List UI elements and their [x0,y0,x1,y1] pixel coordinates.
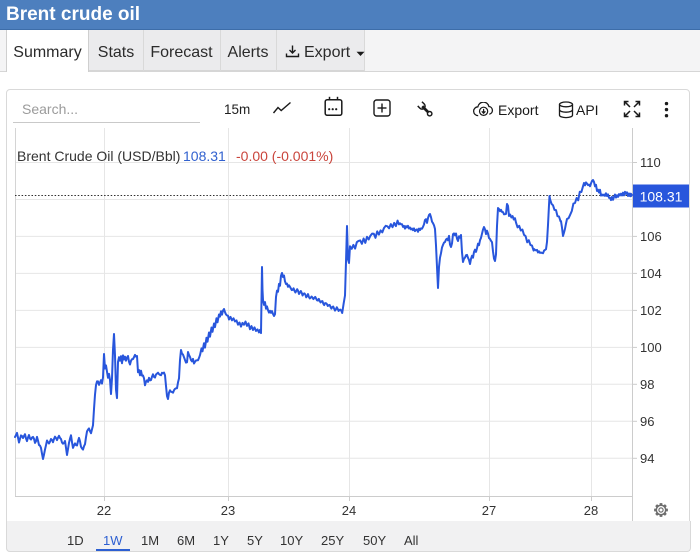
svg-text:-0.00 (-0.001%): -0.00 (-0.001%) [236,148,333,164]
svg-text:106: 106 [640,229,662,244]
svg-text:22: 22 [97,503,111,518]
svg-text:100: 100 [640,340,662,355]
svg-text:102: 102 [640,303,662,318]
svg-text:110: 110 [640,155,661,170]
svg-text:94: 94 [640,451,654,466]
svg-text:96: 96 [640,414,654,429]
svg-text:27: 27 [482,503,496,518]
svg-text:104: 104 [640,266,662,281]
svg-text:23: 23 [221,503,235,518]
svg-text:Brent Crude Oil (USD/Bbl): Brent Crude Oil (USD/Bbl) [17,148,180,164]
svg-text:108.31: 108.31 [640,189,683,205]
svg-text:24: 24 [342,503,356,518]
svg-text:28: 28 [584,503,598,518]
svg-text:108.31: 108.31 [183,148,226,164]
svg-text:98: 98 [640,377,654,392]
